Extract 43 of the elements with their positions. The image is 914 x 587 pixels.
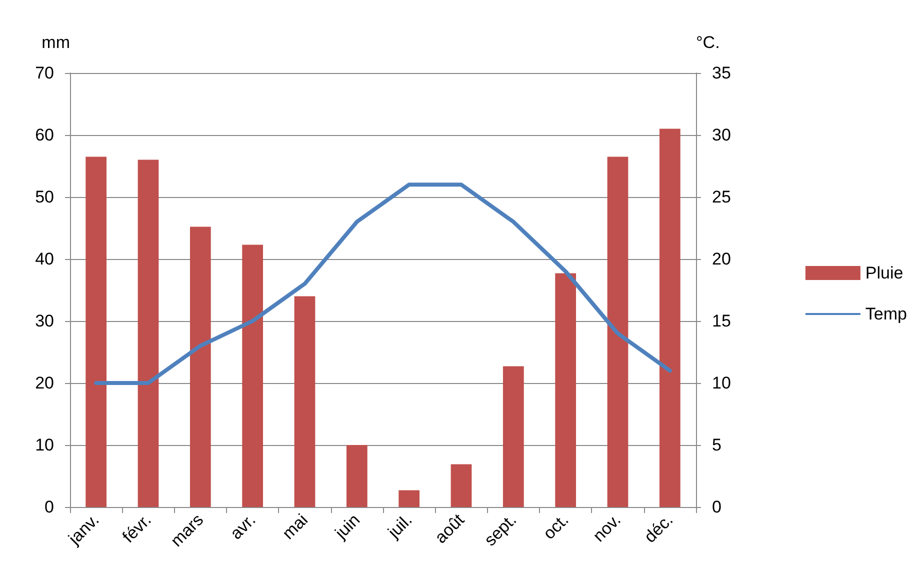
bar: [659, 128, 680, 507]
y-tick-label: 20: [35, 374, 54, 392]
x-tick-label: nov.: [589, 510, 624, 546]
y2-tick-label: 35: [712, 64, 731, 82]
y2-tick-label: 15: [712, 312, 731, 330]
y2-tick-label: 10: [712, 374, 731, 392]
x-tick-label: oct.: [540, 510, 572, 544]
bar: [138, 160, 159, 507]
y-tick-label: 10: [35, 436, 54, 454]
y2-tick-label: 25: [712, 188, 731, 206]
x-tick-label: août: [431, 510, 468, 548]
x-tick-label: févr.: [118, 510, 155, 546]
x-tick-label: avr.: [226, 510, 260, 544]
bar: [190, 226, 211, 507]
bar: [555, 273, 576, 507]
y2-tick-label: 20: [712, 250, 731, 268]
x-tick-label: déc.: [640, 510, 677, 546]
legend-label: Temp: [865, 304, 908, 324]
bar: [294, 296, 316, 507]
bar: [607, 156, 628, 507]
y-tick-label: 70: [35, 64, 54, 82]
bar: [86, 156, 107, 507]
x-tick-label: juil.: [384, 510, 416, 542]
y2-tick-label: 30: [712, 126, 731, 144]
legend-label: Pluie: [865, 264, 904, 282]
bar: [450, 464, 472, 507]
y2-axis-title: °C.: [696, 33, 720, 52]
bar: [398, 490, 420, 507]
line-series: [94, 182, 672, 385]
x-tick-label: sept.: [480, 510, 520, 550]
bar: [502, 366, 524, 507]
bar: [242, 244, 264, 507]
y-axis-title: mm: [42, 33, 70, 52]
y2-tick-label: 0: [712, 498, 722, 516]
y-tick-label: 30: [35, 312, 54, 330]
bar: [346, 445, 368, 507]
y-tick-label: 40: [35, 250, 54, 268]
y-tick-label: 50: [35, 188, 54, 206]
y-tick-label: 0: [44, 498, 54, 516]
y-tick-label: 60: [35, 126, 54, 144]
x-tick-label: mai: [278, 510, 312, 544]
x-tick-label: juin: [330, 510, 364, 544]
y2-tick-label: 5: [712, 436, 722, 454]
